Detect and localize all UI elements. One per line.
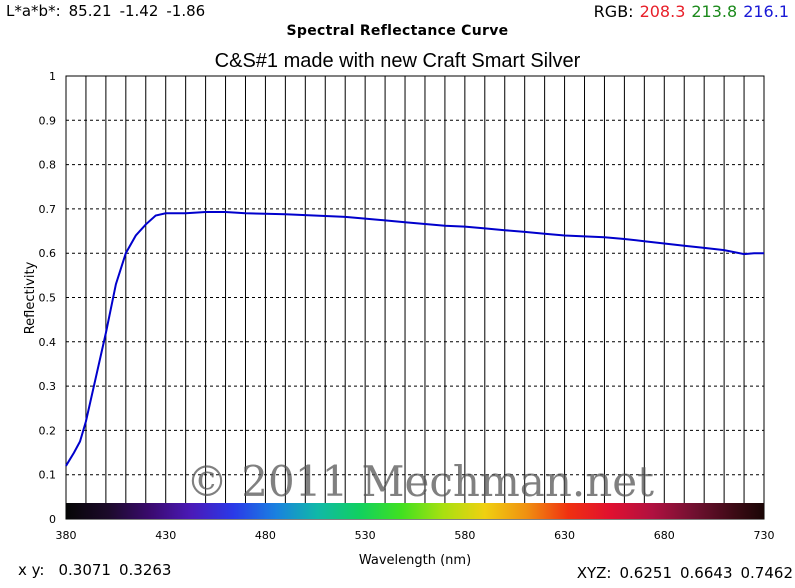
x-axis-ticks: 380 430 480 530 580 630 680 730 bbox=[56, 529, 775, 542]
xy-readout: x y: 0.3071 0.3263 bbox=[18, 561, 179, 579]
x-tick-label: 580 bbox=[454, 529, 475, 542]
y-tick-label: 0.3 bbox=[39, 380, 57, 393]
chart-title: C&S#1 made with new Craft Smart Silver bbox=[214, 50, 581, 72]
lab-label: L*a*b*: bbox=[6, 2, 61, 20]
x-tick-label: 530 bbox=[355, 529, 376, 542]
xy-x-value: 0.3071 bbox=[58, 561, 111, 579]
x-axis-label: Wavelength (nm) bbox=[359, 553, 471, 568]
xyz-label: XYZ: bbox=[576, 564, 612, 582]
x-tick-label: 380 bbox=[56, 529, 77, 542]
rgb-label: RGB: bbox=[593, 2, 634, 21]
y-tick-label: 0.4 bbox=[39, 336, 57, 349]
xyz-y-value: 0.6643 bbox=[680, 564, 733, 582]
watermark: © 2011 Mechman.net bbox=[186, 457, 654, 506]
xyz-readout: XYZ: 0.6251 0.6643 0.7462 bbox=[577, 564, 793, 582]
y-tick-label: 0.2 bbox=[39, 424, 57, 437]
y-axis-ticks: 0 0.1 0.2 0.3 0.4 0.5 0.6 0.7 0.8 0.9 1 bbox=[39, 70, 57, 526]
lab-b-value: -1.86 bbox=[166, 2, 206, 20]
rgb-r-value: 208.3 bbox=[639, 2, 686, 21]
y-tick-label: 0.7 bbox=[39, 203, 57, 216]
y-tick-label: 0 bbox=[49, 513, 56, 526]
y-tick-label: 0.9 bbox=[39, 114, 57, 127]
x-tick-label: 730 bbox=[754, 529, 775, 542]
rgb-b-value: 216.1 bbox=[743, 2, 789, 21]
rgb-readout: RGB: 208.3 213.8 216.1 bbox=[588, 2, 789, 21]
reflectance-curve bbox=[65, 211, 764, 467]
x-tick-label: 680 bbox=[654, 529, 675, 542]
lab-a-value: -1.42 bbox=[119, 2, 159, 20]
lab-l-value: 85.21 bbox=[68, 2, 112, 20]
y-tick-label: 1 bbox=[49, 70, 56, 83]
y-tick-label: 0.6 bbox=[39, 247, 57, 260]
xyz-z-value: 0.7462 bbox=[740, 564, 794, 582]
y-tick-label: 0.1 bbox=[39, 469, 57, 482]
x-tick-label: 430 bbox=[155, 529, 176, 542]
xy-label: x y: bbox=[18, 561, 45, 579]
grid-lines bbox=[66, 76, 764, 519]
x-tick-label: 480 bbox=[255, 529, 276, 542]
x-tick-label: 630 bbox=[554, 529, 575, 542]
page-title: Spectral Reflectance Curve bbox=[286, 23, 509, 39]
xy-y-value: 0.3263 bbox=[118, 561, 172, 579]
y-tick-label: 0.5 bbox=[39, 292, 57, 305]
y-tick-label: 0.8 bbox=[39, 159, 57, 172]
spectrum-bar bbox=[66, 503, 764, 519]
lab-readout: L*a*b*: 85.21 -1.42 -1.86 bbox=[6, 2, 213, 20]
y-axis-label: Reflectivity bbox=[23, 261, 38, 334]
rgb-g-value: 213.8 bbox=[691, 2, 738, 21]
xyz-x-value: 0.6251 bbox=[619, 564, 673, 582]
